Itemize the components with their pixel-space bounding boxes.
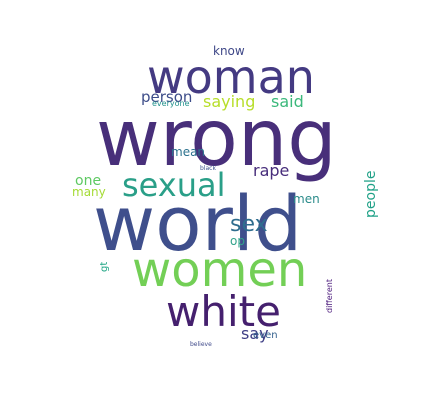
word-many: many: [72, 185, 106, 199]
word-sex: sex: [230, 212, 268, 237]
word-op: op: [230, 234, 245, 248]
word-know: know: [213, 44, 245, 58]
word-rape: rape: [253, 161, 290, 180]
word-believe: believe: [190, 341, 212, 348]
word-white: white: [166, 287, 281, 336]
word-person: person: [141, 88, 193, 106]
word-woman: woman: [147, 50, 315, 104]
word-women: women: [132, 242, 308, 298]
word-saying: saying: [203, 92, 256, 111]
word-gt: gt: [99, 261, 110, 272]
word-said: said: [271, 92, 304, 111]
word-world: world: [93, 179, 303, 268]
word-wrong: wrong: [96, 94, 337, 184]
word-men: men: [293, 192, 320, 206]
word-people: people: [363, 170, 379, 218]
word-say: say: [241, 324, 269, 343]
word-mean: mean: [171, 145, 206, 159]
word-different: different: [325, 279, 334, 313]
word-everyone: everyone: [152, 99, 190, 108]
word-black: black: [200, 165, 216, 172]
word-even: even: [253, 330, 278, 341]
word-one: one: [75, 173, 102, 189]
word-sexual: sexual: [122, 166, 226, 204]
